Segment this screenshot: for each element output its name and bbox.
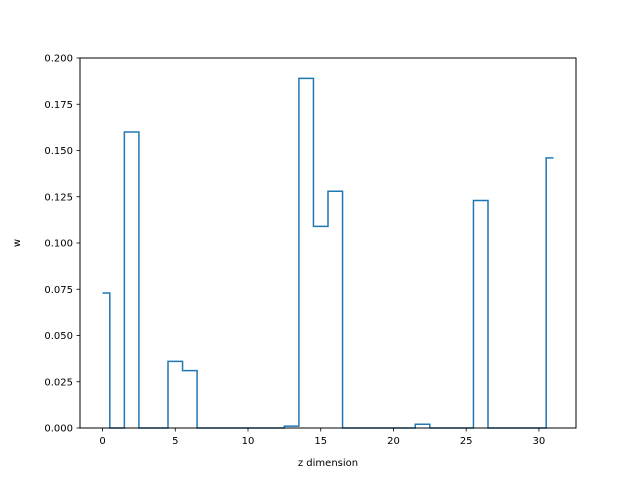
x-axis-label: z dimension (298, 458, 358, 469)
y-tick-label: 0.075 (44, 285, 73, 296)
y-tick-label: 0.100 (44, 239, 73, 250)
x-axis: 0 5 10 15 20 25 30 (99, 428, 545, 447)
y-tick-label: 0.200 (44, 54, 73, 65)
y-tick-label: 0.050 (44, 331, 73, 342)
x-tick-label: 20 (387, 436, 400, 447)
y-axis: 0.000 0.025 0.050 0.075 0.100 0.125 0.150 0.175… (44, 54, 80, 435)
y-tick-label: 0.025 (44, 377, 73, 388)
x-tick-label: 10 (242, 436, 255, 447)
y-tick-label: 0.150 (44, 146, 73, 157)
x-tick-label: 15 (314, 436, 327, 447)
x-tick-label: 30 (533, 436, 546, 447)
y-tick-label: 0.125 (44, 192, 73, 203)
y-tick-label: 0.175 (44, 100, 73, 111)
x-tick-label: 5 (172, 436, 178, 447)
y-axis-label: w (12, 239, 23, 247)
x-tick-label: 25 (460, 436, 473, 447)
y-tick-label: 0.000 (44, 424, 73, 435)
x-tick-label: 0 (99, 436, 105, 447)
